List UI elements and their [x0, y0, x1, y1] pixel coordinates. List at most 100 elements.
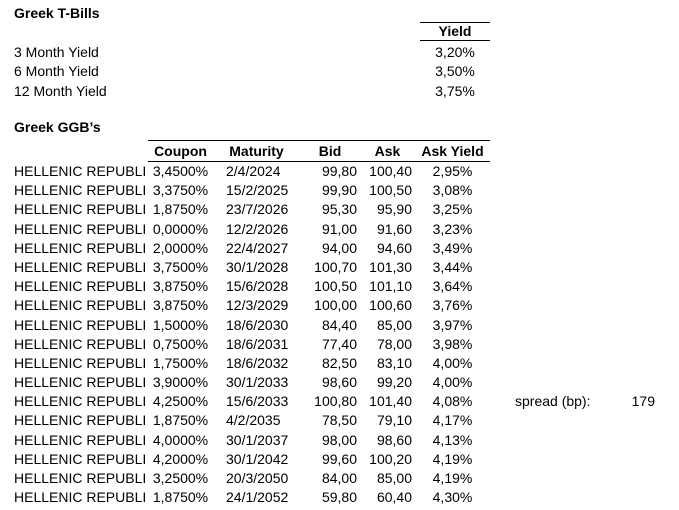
tbill-row-value: 3,50% — [435, 63, 475, 80]
table-row: HELLENIC REPUBLI 3,7500% 30/1/2028 100,70 10… — [14, 258, 490, 277]
table-row: HELLENIC REPUBLI 3,2500% 20/3/2050 84,00 85,… — [14, 469, 490, 488]
table-row: HELLENIC REPUBLI 3,3750% 15/2/2025 99,90 100… — [14, 181, 490, 200]
cell-ask: 91,60 — [376, 220, 412, 237]
cell-ask-yield: 4,17% — [432, 412, 473, 429]
cell-ask: 100,40 — [369, 163, 412, 179]
cell-coupon: 3,4500% — [152, 163, 209, 179]
cell-bid: 100,00 — [314, 297, 357, 314]
cell-ask: 78,00 — [376, 335, 412, 352]
cell-ask-yield: 3,25% — [432, 201, 473, 218]
cell-coupon: 3,9000% — [152, 374, 209, 391]
table-row: HELLENIC REPUBLI 3,4500% 2/4/2024 99,80 100,… — [14, 162, 490, 181]
cell-name: HELLENIC REPUBLI — [14, 393, 147, 410]
cell-ask-yield: 3,44% — [432, 258, 473, 275]
cell-bid: 84,40 — [321, 316, 357, 333]
cell-coupon: 3,2500% — [152, 470, 209, 486]
cell-coupon: 4,2000% — [152, 450, 209, 467]
cell-coupon: 3,7500% — [152, 258, 209, 275]
cell-maturity: 12/2/2026 — [226, 220, 289, 237]
cell-ask: 85,00 — [376, 316, 412, 333]
cell-ask: 100,20 — [369, 450, 412, 467]
cell-coupon: 3,8750% — [152, 297, 209, 314]
cell-ask: 85,00 — [376, 470, 412, 486]
cell-coupon: 1,5000% — [152, 316, 209, 333]
cell-bid: 99,90 — [321, 182, 357, 199]
cell-ask-yield: 3,23% — [432, 220, 473, 237]
table-row: HELLENIC REPUBLI 0,0000% 12/2/2026 91,00 91,… — [14, 220, 490, 239]
cell-name: HELLENIC REPUBLI — [14, 335, 147, 352]
cell-coupon: 1,7500% — [152, 354, 209, 371]
table-row: HELLENIC REPUBLI 1,7500% 18/6/2032 82,50 83,… — [14, 354, 490, 373]
cell-name: HELLENIC REPUBLI — [14, 412, 147, 429]
spread-value: 179 — [631, 393, 655, 409]
cell-name: HELLENIC REPUBLI — [14, 182, 147, 199]
cell-name: HELLENIC REPUBLI — [14, 239, 147, 256]
cell-bid: 100,50 — [314, 278, 357, 295]
table-row: HELLENIC REPUBLI 1,8750% 24/1/2052 59,80 60,… — [14, 488, 490, 507]
column-header-ask-yield: Ask Yield — [415, 140, 490, 162]
cell-maturity: 15/6/2033 — [226, 393, 289, 410]
cell-ask: 79,10 — [376, 412, 412, 429]
ggb-table-header-row: Coupon Maturity Bid Ask Ask Yield — [14, 140, 490, 162]
cell-ask: 60,40 — [376, 489, 412, 506]
cell-name: HELLENIC REPUBLI — [14, 258, 147, 275]
cell-bid: 77,40 — [321, 335, 357, 352]
cell-bid: 100,80 — [314, 393, 357, 410]
cell-ask-yield: 4,19% — [432, 470, 473, 486]
cell-coupon: 4,0000% — [152, 431, 209, 448]
cell-bid: 94,00 — [321, 239, 357, 256]
cell-bid: 98,00 — [321, 431, 357, 448]
cell-maturity: 18/6/2031 — [226, 335, 289, 352]
cell-ask: 99,20 — [376, 374, 412, 391]
cell-ask: 101,10 — [369, 278, 412, 295]
cell-ask-yield: 3,49% — [432, 239, 473, 256]
table-row: HELLENIC REPUBLI 1,5000% 18/6/2030 84,40 85,… — [14, 316, 490, 335]
cell-coupon: 1,8750% — [152, 489, 209, 506]
cell-name: HELLENIC REPUBLI — [14, 316, 147, 333]
column-header-maturity: Maturity — [213, 140, 300, 162]
cell-maturity: 15/6/2028 — [226, 278, 289, 295]
cell-maturity: 24/1/2052 — [226, 489, 289, 506]
table-row: HELLENIC REPUBLI 3,8750% 12/3/2029 100,00 10… — [14, 296, 490, 315]
table-row: HELLENIC REPUBLI 0,7500% 18/6/2031 77,40 78,… — [14, 335, 490, 354]
cell-maturity: 12/3/2029 — [226, 297, 289, 314]
cell-ask: 101,30 — [369, 258, 412, 275]
tbill-row-label: 3 Month Yield — [14, 44, 99, 60]
cell-ask-yield: 4,08% — [432, 393, 473, 410]
cell-ask-yield: 3,97% — [432, 316, 473, 333]
tbill-row-value: 3,75% — [435, 82, 475, 99]
cell-ask: 94,60 — [376, 239, 412, 256]
cell-maturity: 2/4/2024 — [226, 163, 281, 179]
cell-bid: 100,70 — [314, 258, 357, 275]
cell-ask: 100,60 — [369, 297, 412, 314]
cell-name: HELLENIC REPUBLI — [14, 163, 147, 179]
cell-bid: 99,60 — [321, 450, 357, 467]
cell-name: HELLENIC REPUBLI — [14, 220, 147, 237]
ggb-table-body: HELLENIC REPUBLI 3,4500% 2/4/2024 99,80 100,… — [14, 162, 490, 507]
cell-bid: 98,60 — [321, 374, 357, 391]
column-header-name — [14, 140, 148, 162]
table-row: HELLENIC REPUBLI 2,0000% 22/4/2027 94,00 94,… — [14, 239, 490, 258]
cell-maturity: 30/1/2042 — [226, 450, 289, 467]
cell-coupon: 4,2500% — [152, 393, 209, 410]
cell-maturity: 15/2/2025 — [226, 182, 289, 199]
cell-bid: 84,00 — [321, 470, 357, 486]
cell-name: HELLENIC REPUBLI — [14, 489, 147, 506]
cell-name: HELLENIC REPUBLI — [14, 297, 147, 314]
cell-ask-yield: 4,19% — [432, 450, 473, 467]
table-row: HELLENIC REPUBLI 3,9000% 30/1/2033 98,60 99,… — [14, 373, 490, 392]
cell-bid: 59,80 — [321, 489, 357, 506]
cell-ask-yield: 4,00% — [432, 354, 473, 371]
cell-ask-yield: 4,00% — [432, 374, 473, 391]
cell-coupon: 3,3750% — [152, 182, 209, 199]
cell-name: HELLENIC REPUBLI — [14, 450, 147, 467]
table-row: HELLENIC REPUBLI 3,8750% 15/6/2028 100,50 10… — [14, 277, 490, 296]
cell-coupon: 0,7500% — [152, 335, 209, 352]
cell-ask-yield: 2,95% — [432, 163, 473, 179]
cell-maturity: 20/3/2050 — [226, 470, 289, 486]
ggb-table: Coupon Maturity Bid Ask Ask Yield HELLEN… — [14, 140, 490, 507]
tbill-row-value: 3,20% — [435, 44, 475, 60]
cell-name: HELLENIC REPUBLI — [14, 201, 147, 218]
cell-maturity: 18/6/2032 — [226, 354, 289, 371]
